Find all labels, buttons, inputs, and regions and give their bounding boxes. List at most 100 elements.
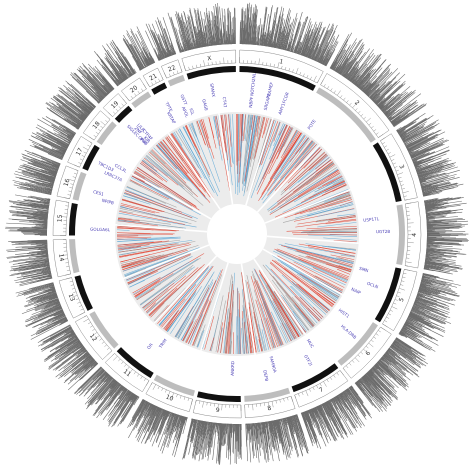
tick-mark: [200, 63, 202, 67]
tick-band-chr-9: [192, 399, 242, 419]
tick-mark: [78, 305, 82, 307]
histogram-bar: [408, 142, 428, 152]
link-spoke: [225, 276, 233, 354]
link-spoke: [209, 337, 215, 351]
histogram-bar: [413, 304, 425, 310]
link-spoke: [262, 141, 314, 204]
histogram-bar: [406, 319, 423, 328]
histogram-bar: [381, 356, 406, 378]
histogram-bar: [289, 45, 292, 52]
histogram-bar: [63, 329, 74, 336]
histogram-bar: [310, 49, 315, 59]
tick-mark: [180, 395, 182, 399]
tick-mark: [363, 116, 366, 120]
link-spoke: [117, 232, 175, 235]
histogram-bar: [209, 422, 212, 432]
tick-mark: [161, 388, 164, 391]
link-spoke: [159, 288, 191, 326]
histogram-bar: [75, 104, 90, 116]
histogram-bar: [20, 272, 52, 280]
histogram-bar: [418, 291, 430, 296]
histogram-bar: [103, 85, 111, 93]
tick-mark: [171, 392, 174, 399]
link-spoke: [241, 327, 244, 354]
link-spoke: [164, 312, 178, 331]
link-spoke: [292, 283, 328, 314]
histogram-bar: [390, 345, 421, 369]
link-spoke: [276, 248, 350, 278]
tick-band-chr-14: [52, 239, 72, 278]
histogram-bar: [88, 63, 113, 92]
link-spoke: [122, 255, 168, 271]
histogram-bar: [295, 414, 303, 433]
link-spoke: [270, 163, 335, 211]
histogram-bar: [207, 15, 213, 46]
tick-mark: [188, 66, 190, 70]
link-spoke: [149, 151, 196, 195]
tick-mark: [394, 166, 398, 168]
tick-mark: [81, 155, 85, 157]
histogram-bar: [406, 318, 412, 322]
tick-mark: [95, 132, 99, 135]
link-spoke: [215, 115, 220, 138]
ideogram-chr-5: [374, 267, 402, 323]
tick-mark: [65, 201, 69, 203]
histogram-bar: [25, 258, 49, 263]
tick-mark: [399, 180, 403, 183]
link-spoke: [123, 195, 138, 200]
histogram-bar: [30, 181, 53, 188]
link-spoke: [177, 129, 206, 180]
link-spoke: [322, 245, 356, 251]
histogram-bar: [382, 96, 401, 113]
link-gap: [240, 263, 256, 355]
histogram-bar: [393, 341, 417, 358]
histogram-bar: [260, 34, 263, 46]
link-spoke: [238, 114, 241, 138]
histogram-bar: [35, 136, 67, 152]
link-spoke: [271, 259, 334, 307]
ideogram-chr-22: [167, 74, 186, 87]
histogram-bar: [149, 403, 152, 406]
histogram-bar: [373, 365, 378, 370]
link-spoke: [298, 243, 356, 254]
link-spoke: [135, 168, 200, 211]
histogram-bar: [411, 143, 445, 159]
histogram-bar: [412, 307, 452, 324]
link-spoke: [136, 257, 202, 300]
ideogram-chr-8: [244, 387, 291, 402]
chromosome-label: X: [207, 55, 212, 63]
histogram-bar: [359, 76, 371, 90]
link-spoke: [117, 236, 181, 240]
tick-mark: [66, 269, 70, 271]
histogram-bar: [33, 257, 49, 261]
histogram-bar: [426, 225, 465, 228]
histogram-bar: [42, 326, 72, 343]
tick-mark: [187, 398, 189, 402]
tick-mark: [391, 159, 395, 161]
link-spoke: [118, 246, 142, 251]
histogram-bar: [288, 38, 293, 52]
link-spoke: [279, 171, 340, 209]
link-spoke: [249, 334, 252, 354]
tick-mark: [78, 162, 82, 164]
link-spoke: [341, 254, 355, 258]
link-spoke: [120, 206, 188, 223]
chromosome-label: 6: [364, 350, 372, 358]
link-spoke: [145, 288, 174, 313]
tick-mark: [396, 295, 400, 297]
histogram-bar: [47, 130, 71, 144]
histogram-bar: [39, 130, 69, 146]
histogram-bar: [360, 378, 378, 399]
histogram-bar: [404, 132, 429, 146]
link-spoke: [199, 119, 209, 148]
histogram-bar: [332, 49, 346, 71]
tick-mark: [271, 401, 274, 408]
link-spoke: [284, 246, 353, 266]
link-spoke: [313, 275, 343, 292]
link-spoke: [306, 231, 357, 234]
histogram-bar: [98, 374, 110, 387]
histogram-bar: [177, 17, 188, 51]
histogram-bar: [292, 415, 304, 448]
link-spoke: [122, 248, 187, 270]
link-spoke: [293, 174, 342, 203]
